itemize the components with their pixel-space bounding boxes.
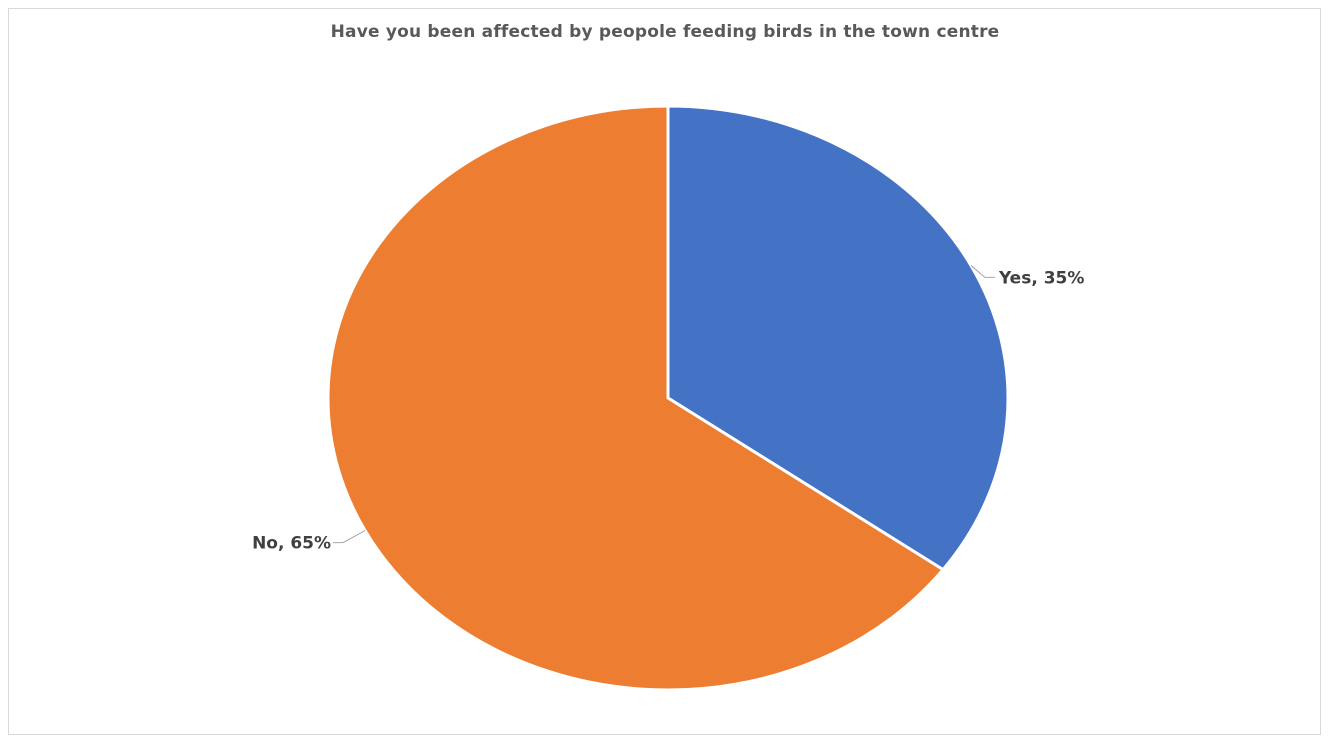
leader-lines <box>333 265 995 544</box>
leader-line-yes <box>970 265 995 278</box>
chart-title: Have you been affected by peopole feedin… <box>330 22 1000 42</box>
leader-line-no <box>333 530 366 544</box>
pie-slices <box>326 104 1010 692</box>
pie-slice-no <box>326 104 945 692</box>
pie-slice-yes <box>666 104 1010 572</box>
data-labels: Yes, 35% No, 65% <box>252 268 1084 553</box>
data-label-yes: Yes, 35% <box>998 268 1084 288</box>
data-label-no: No, 65% <box>252 534 331 554</box>
